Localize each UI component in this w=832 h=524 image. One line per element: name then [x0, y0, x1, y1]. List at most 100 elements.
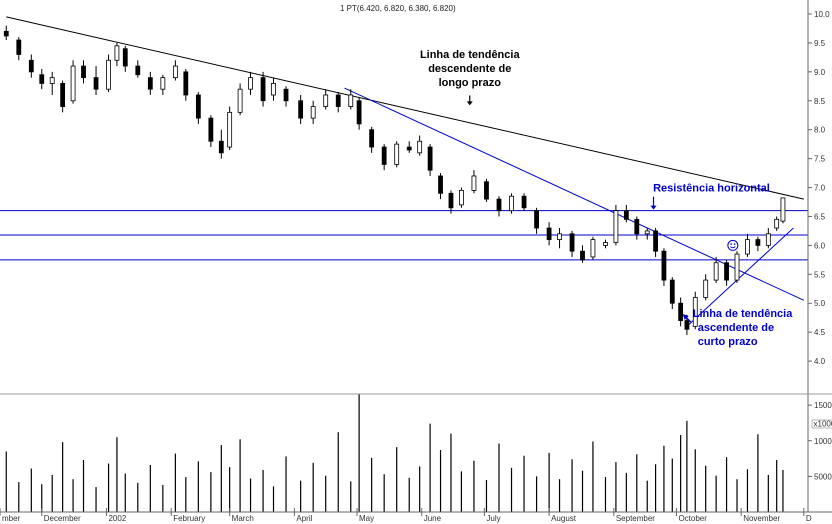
time-tick-label: December	[44, 514, 81, 523]
candle-up	[114, 45, 120, 61]
price-tick-label: 6.0	[814, 241, 826, 250]
annotation-resistance-label: Resistência horizontal	[653, 183, 770, 195]
candle-up	[590, 239, 596, 258]
candle-up	[644, 230, 650, 235]
candle-up	[509, 195, 514, 212]
annotation-long-trend-line-3: longo prazo	[439, 77, 502, 89]
candle-up	[603, 242, 608, 246]
time-tick-label: D	[806, 514, 812, 523]
trend-line-long-term-descending	[6, 16, 804, 200]
candle-down	[381, 146, 387, 165]
time-tick-label: February	[173, 514, 205, 523]
candle-up	[172, 65, 178, 79]
volume-tick-label: 5000	[814, 472, 832, 481]
time-tick-label: November	[743, 514, 780, 523]
price-tick-label: 4.0	[814, 357, 826, 366]
time-tick-label: mber	[2, 514, 21, 523]
candle-down	[438, 175, 443, 194]
candle-up	[394, 143, 400, 165]
candle-down	[724, 262, 729, 281]
candle-down	[356, 100, 362, 125]
annotation-ascending-line-3: curto prazo	[698, 336, 758, 348]
candle-down	[634, 218, 640, 235]
candle-down	[147, 77, 153, 90]
candle-up	[780, 197, 786, 222]
candle-down	[653, 230, 658, 252]
candle-up	[459, 190, 464, 206]
candle-up	[248, 77, 253, 90]
annotation-ascending-line-2: ascendente de	[698, 322, 774, 334]
price-tick-label: 6.5	[814, 212, 826, 221]
candle-down	[669, 279, 675, 304]
price-tick-label: 9.5	[814, 39, 826, 48]
candle-up	[70, 65, 76, 102]
candle-up	[774, 218, 780, 229]
time-tick-label: September	[616, 514, 655, 523]
trend-line-short-term-ascending	[686, 227, 794, 327]
volume-unit-label: x1000	[814, 420, 832, 429]
candle-down	[283, 88, 289, 102]
price-tick-label: 8.0	[814, 126, 826, 135]
volume-tick-label: 10000	[814, 437, 832, 446]
candle-up	[417, 140, 423, 154]
time-tick-label: May	[359, 514, 374, 523]
candle-down	[661, 250, 667, 281]
candle-down	[569, 233, 575, 252]
candle-up	[692, 297, 698, 327]
candle-down	[427, 146, 433, 171]
volume-unit-box	[811, 419, 832, 429]
candle-down	[546, 227, 552, 240]
time-tick-label: July	[486, 514, 500, 523]
time-tick-label: June	[424, 514, 442, 523]
candle-down	[496, 198, 502, 212]
candle-up	[734, 253, 740, 281]
horizontal-lines	[0, 210, 808, 261]
candle-down	[335, 94, 341, 107]
price-tick-label: 7.0	[814, 184, 826, 193]
candle-up	[557, 233, 562, 240]
candle-up	[713, 262, 719, 281]
candle-up	[160, 77, 166, 90]
smiley-eye-icon	[733, 243, 736, 245]
annotation-ascending-line-1: Linha de tendência	[693, 308, 794, 320]
candle-up	[237, 88, 243, 113]
candle-down	[16, 39, 22, 55]
candle-down	[448, 192, 454, 209]
candle-down	[195, 94, 201, 119]
candle-up	[471, 175, 477, 191]
candle-up	[745, 239, 750, 255]
candle-down	[28, 59, 34, 73]
time-tick-label: March	[232, 514, 254, 523]
volume-tick-label: 15000	[814, 401, 832, 410]
candle-down	[135, 65, 141, 76]
up-left-arrow-icon	[682, 313, 689, 320]
time-tick-label: October	[678, 514, 707, 523]
candle-down	[60, 83, 66, 107]
candle-down	[3, 30, 9, 37]
candle-up	[227, 111, 233, 148]
candle-down	[218, 140, 224, 154]
candle-down	[369, 129, 375, 148]
candle-down	[684, 320, 690, 330]
annotation-long-trend-line-2: descendente de	[428, 63, 511, 75]
candle-down	[93, 77, 99, 90]
candle-down	[183, 71, 189, 96]
annotation-long-trend-line-1: Linha de tendência	[420, 49, 521, 61]
smiley-icon	[727, 239, 739, 251]
price-tick-label: 5.0	[814, 299, 826, 308]
candle-up	[348, 94, 354, 107]
candle-down	[260, 77, 266, 102]
candle-down	[755, 239, 761, 246]
candle-down	[580, 250, 585, 261]
candle-up	[765, 233, 771, 246]
annotations: Linha de tendência descendente de longo pr…	[420, 49, 793, 348]
candle-down	[39, 74, 45, 84]
price-candles	[3, 25, 786, 336]
chart-header: 1 PT(6.420, 6.820, 6.380, 6.820)	[340, 4, 456, 13]
candle-up	[613, 210, 619, 243]
candle-up	[323, 94, 329, 107]
time-tick-label: 2002	[108, 514, 126, 523]
price-tick-label: 4.5	[814, 328, 826, 337]
